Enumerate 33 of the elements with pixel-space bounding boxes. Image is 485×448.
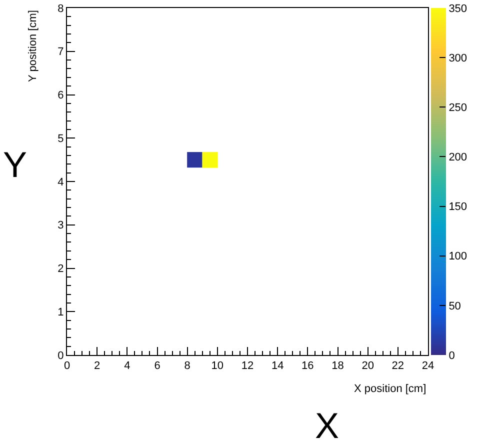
color-bar-label: 150 bbox=[448, 201, 468, 214]
y-tick-label: 5 bbox=[58, 132, 64, 145]
color-bar-label: 100 bbox=[448, 250, 468, 263]
y-tick-label: 3 bbox=[58, 220, 64, 232]
color-bar-label: 200 bbox=[448, 152, 468, 164]
x-tick-label: 4 bbox=[124, 360, 130, 372]
text: Y bbox=[3, 144, 28, 185]
x-axis-title: X position [cm] bbox=[354, 383, 426, 395]
color-bar-label: 0 bbox=[448, 350, 455, 362]
y-tick-label: 0 bbox=[58, 350, 64, 362]
x-tick-label: 14 bbox=[271, 360, 284, 372]
y-tick-label: 2 bbox=[58, 263, 64, 276]
x-tick-label: 24 bbox=[422, 360, 434, 372]
x-tick-label: 18 bbox=[332, 360, 344, 372]
x-tick-label: 16 bbox=[302, 360, 314, 372]
y-tick-label: 6 bbox=[58, 90, 64, 102]
x-tick-label: 6 bbox=[154, 360, 160, 372]
color-bar-label: 300 bbox=[448, 52, 468, 64]
y-tick-label: 8 bbox=[58, 2, 64, 15]
x-tick-label: 8 bbox=[184, 360, 190, 372]
y-tick-label: 4 bbox=[58, 176, 64, 188]
x-tick-label: 22 bbox=[392, 360, 404, 372]
y-tick-label: 7 bbox=[58, 46, 64, 58]
x-tick-label: 10 bbox=[211, 360, 224, 372]
x-tick-label: 12 bbox=[241, 360, 254, 372]
y-tick-label: 1 bbox=[58, 306, 64, 318]
y-axis-title: Y position [cm] bbox=[27, 10, 39, 82]
color-bar-label: 350 bbox=[448, 2, 468, 15]
text: X bbox=[315, 405, 340, 446]
x-tick-label: 2 bbox=[94, 360, 100, 372]
color-bar-label: 50 bbox=[448, 300, 461, 312]
color-bar-label: 250 bbox=[448, 102, 468, 114]
x-tick-label: 20 bbox=[362, 360, 374, 372]
